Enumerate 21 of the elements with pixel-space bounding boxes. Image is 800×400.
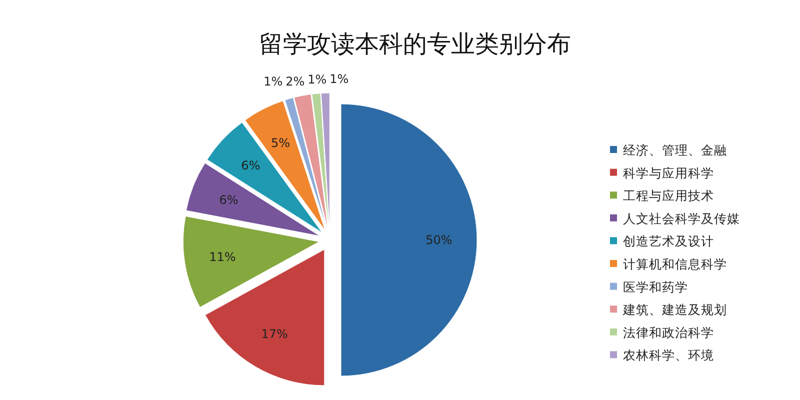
- legend-label: 农林科学、环境: [623, 348, 714, 363]
- legend-label: 法律和政治科学: [623, 324, 714, 340]
- data-label: 6%: [219, 192, 238, 207]
- data-label: 17%: [261, 326, 288, 341]
- data-label: 6%: [241, 158, 260, 172]
- data-label: 1%: [264, 74, 283, 89]
- data-label: 5%: [271, 136, 290, 150]
- legend-label: 经济、管理、金融: [623, 142, 727, 158]
- chart-title: 留学攻读本科的专业类别分布: [259, 30, 571, 58]
- legend-label: 创造艺术及设计: [623, 234, 714, 249]
- legend-label: 医学和药学: [623, 279, 688, 294]
- legend-label: 人文社会科学及传媒: [623, 210, 740, 226]
- data-label: 1%: [308, 72, 327, 87]
- data-label: 1%: [330, 72, 349, 86]
- legend-label: 工程与应用技术: [623, 188, 714, 204]
- legend-label: 计算机和信息科学: [623, 256, 727, 272]
- data-label: 11%: [209, 250, 236, 264]
- data-label: 50%: [426, 233, 452, 247]
- data-label: 2%: [286, 74, 305, 89]
- legend-label: 建筑、建造及规划: [622, 302, 727, 318]
- legend-label: 科学与应用科学: [623, 165, 714, 180]
